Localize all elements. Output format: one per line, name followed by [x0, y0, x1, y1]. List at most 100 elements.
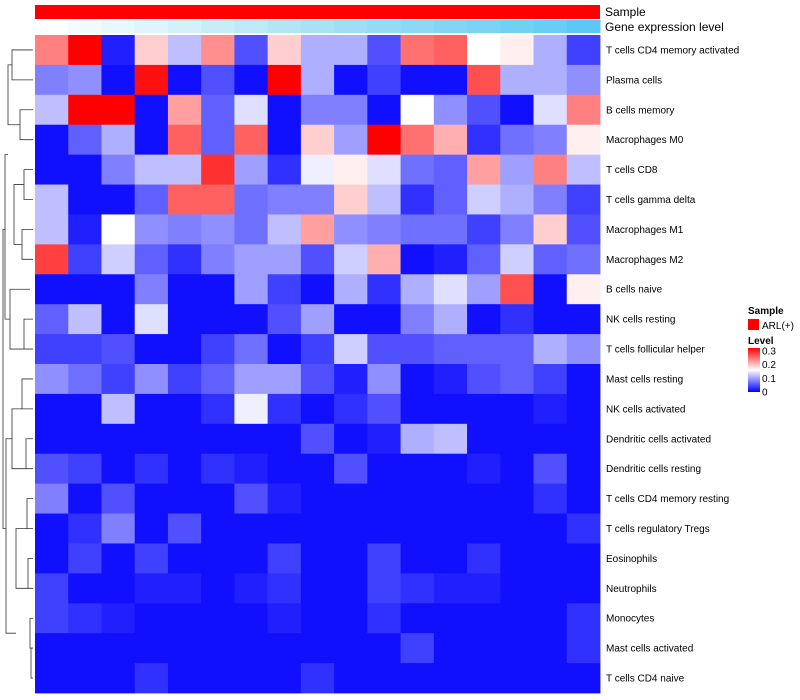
heatmap-cell	[533, 603, 568, 634]
heatmap-cell	[234, 364, 269, 395]
row-label: T cells follicular helper	[606, 345, 705, 356]
heatmap-cell	[500, 184, 534, 215]
heatmap-cell	[433, 573, 468, 604]
heatmap-cell	[533, 184, 568, 215]
expression-annotation-cell	[234, 20, 269, 33]
heatmap-cell	[367, 184, 401, 215]
heatmap-cell	[367, 663, 401, 694]
heatmap-cell	[35, 483, 69, 514]
heatmap-cell	[467, 64, 501, 96]
dendrogram-branch	[19, 109, 33, 141]
heatmap-cell	[300, 334, 335, 365]
heatmap-cell	[467, 663, 501, 694]
heatmap-cell	[234, 334, 269, 365]
heatmap-cell	[533, 154, 568, 185]
heatmap-cell	[566, 633, 601, 664]
heatmap-cell	[68, 64, 102, 96]
heatmap-cell	[134, 94, 169, 126]
dendrogram-branch	[2, 229, 6, 529]
heatmap-cell	[533, 513, 568, 544]
heatmap-cell	[68, 633, 102, 664]
heatmap-cell	[201, 513, 235, 544]
heatmap-cell	[167, 663, 202, 694]
heatmap-cell	[134, 663, 169, 694]
heatmap-cell	[35, 543, 69, 574]
dendrogram-branch	[26, 498, 33, 529]
heatmap-cell	[467, 94, 501, 126]
heatmap-cell	[433, 364, 468, 395]
heatmap-cell	[533, 633, 568, 664]
heatmap-cell	[68, 184, 102, 215]
heatmap-cell	[367, 603, 401, 634]
heatmap-cell	[234, 64, 269, 96]
heatmap-cell	[334, 483, 368, 514]
heatmap-cell	[234, 304, 269, 335]
heatmap-cell	[134, 393, 169, 425]
heatmap-cell	[367, 543, 401, 574]
heatmap-cell	[167, 154, 202, 185]
heatmap-cell	[467, 603, 501, 634]
heatmap-cell	[533, 35, 568, 66]
heatmap-cell	[234, 483, 269, 514]
heatmap-cell	[500, 364, 534, 395]
heatmap-cell	[101, 633, 136, 664]
heatmap-cell	[500, 304, 534, 335]
heatmap-cell	[334, 453, 368, 485]
heatmap-cell	[433, 94, 468, 126]
dendrogram-branch	[25, 438, 33, 470]
heatmap-cell	[134, 453, 169, 485]
heatmap-cell	[566, 393, 601, 425]
heatmap-cell	[267, 364, 302, 395]
heatmap-cell	[300, 364, 335, 395]
dendrogram-branch	[15, 528, 28, 589]
row-label: Macrophages M0	[606, 135, 684, 146]
row-label: Mast cells activated	[606, 644, 693, 655]
dendrogram-branch	[11, 49, 33, 81]
heatmap-cell	[134, 304, 169, 335]
expression-annotation-cell	[68, 20, 102, 33]
heatmap-cell	[367, 364, 401, 395]
legend-ticks: 0.3 0.2 0.1 0	[762, 346, 776, 398]
heatmap-cell	[467, 423, 501, 455]
heatmap-cell	[167, 453, 202, 485]
heatmap-cell	[533, 304, 568, 335]
dendrogram-branch	[5, 438, 16, 634]
row-label: NK cells resting	[606, 315, 675, 326]
heatmap-cell	[167, 603, 202, 634]
heatmap-cell	[300, 304, 335, 335]
heatmap-cell	[234, 423, 269, 455]
heatmap-cell	[68, 573, 102, 604]
heatmap-cell	[101, 543, 136, 574]
heatmap-cell	[267, 603, 302, 634]
heatmap-cell	[533, 334, 568, 365]
heatmap-cell	[566, 483, 601, 514]
heatmap-cell	[68, 274, 102, 305]
heatmap-cell	[334, 94, 368, 126]
sample-annotation-cell	[35, 5, 600, 19]
heatmap-cell	[201, 184, 235, 215]
heatmap-cell	[167, 573, 202, 604]
heatmap-cell	[167, 633, 202, 664]
heatmap-cell	[566, 154, 601, 185]
heatmap-cell	[68, 214, 102, 245]
row-labels: T cells CD4 memory activated Plasma cells…	[606, 45, 739, 684]
heatmap-cell	[35, 453, 69, 485]
heatmap-cell	[201, 453, 235, 485]
legend: Sample ARL(+) Level 0.3 0.2 0.1 0	[748, 306, 794, 399]
heatmap-cell	[433, 633, 468, 664]
heatmap-cell	[566, 334, 601, 365]
heatmap-cell	[367, 423, 401, 455]
heatmap-cell	[35, 663, 69, 694]
heatmap-cell	[400, 633, 435, 664]
legend-tick-label: 0.1	[762, 374, 776, 385]
heatmap-cell	[334, 154, 368, 185]
heatmap-cell	[68, 663, 102, 694]
heatmap-cell	[68, 483, 102, 514]
heatmap-cell	[101, 483, 136, 514]
heatmap-cell	[334, 573, 368, 604]
heatmap-cell	[433, 304, 468, 335]
heatmap-cell	[101, 124, 136, 156]
heatmap-cell	[500, 64, 534, 96]
legend-color-bar	[748, 348, 760, 392]
heatmap-cell	[300, 184, 335, 215]
